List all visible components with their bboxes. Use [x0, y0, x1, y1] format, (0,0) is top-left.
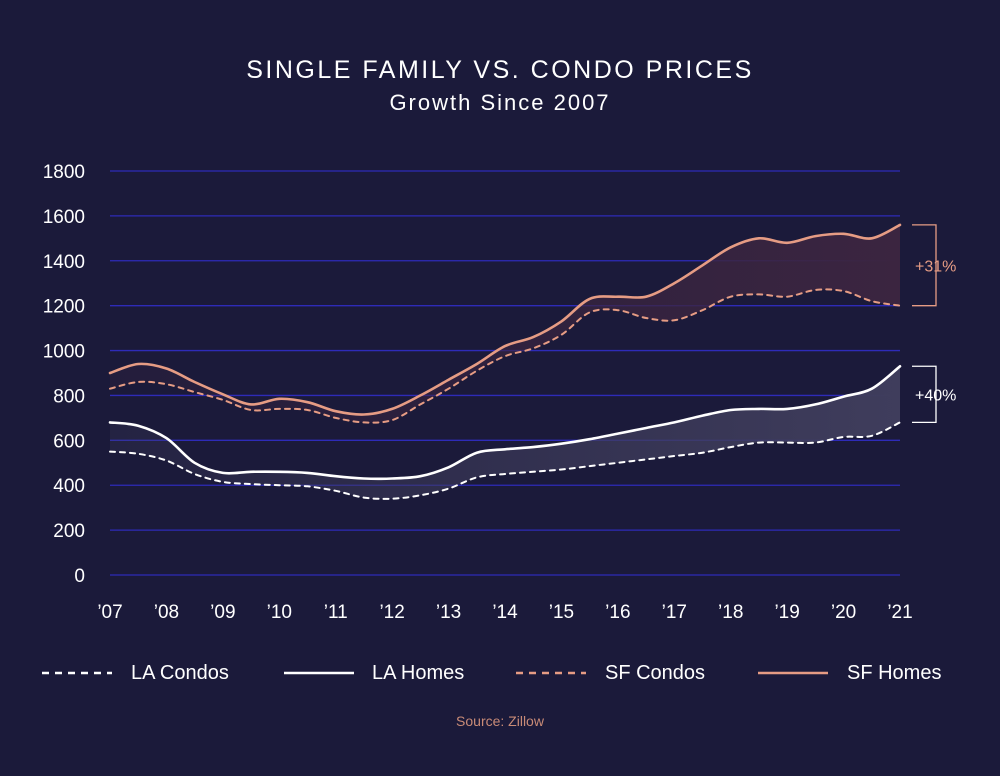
series-line-la-condos	[109, 421, 901, 500]
legend-label-sf-homes: SF Homes	[847, 662, 941, 684]
gridlines	[110, 170, 900, 576]
x-tick-2021: ’21	[887, 602, 912, 623]
legend-label-la-homes: LA Homes	[372, 662, 464, 684]
la-gap-label: +40%	[915, 387, 956, 404]
legend: LA Condos LA Homes SF Condos SF Homes	[42, 662, 941, 684]
source-note: Source: Zillow	[456, 713, 545, 729]
y-tick-0: 0	[74, 566, 85, 587]
x-tick-2013: ’13	[436, 602, 461, 623]
series-lines	[108, 223, 902, 500]
x-axis-ticks: ’07 ’08 ’09 ’10 ’11 ’12 ’13 ’14 ’15 ’16 ’17 ’18 ’19 ’…	[97, 602, 912, 623]
y-tick-800: 800	[53, 386, 85, 407]
y-tick-600: 600	[53, 431, 85, 452]
x-tick-2015: ’15	[549, 602, 574, 623]
la-gap-bracket	[912, 365, 937, 424]
la-gap-area	[110, 366, 900, 499]
x-tick-2007: ’07	[97, 602, 122, 623]
y-tick-1800: 1800	[43, 162, 85, 183]
sf-gap-bracket	[912, 224, 937, 307]
y-tick-1600: 1600	[43, 207, 85, 228]
x-tick-2010: ’10	[267, 602, 292, 623]
x-tick-2018: ’18	[718, 602, 743, 623]
annotations: +31% +40%	[912, 224, 956, 424]
x-tick-2014: ’14	[492, 602, 518, 623]
x-tick-2017: ’17	[662, 602, 687, 623]
legend-label-sf-condos: SF Condos	[605, 662, 705, 684]
chart-subtitle: Growth Since 2007	[389, 90, 610, 115]
y-tick-1000: 1000	[43, 342, 85, 363]
y-tick-400: 400	[53, 476, 85, 497]
y-tick-1200: 1200	[43, 297, 85, 318]
sf-gap-area	[110, 224, 900, 423]
x-tick-2012: ’12	[379, 602, 404, 623]
series-line-la-homes	[108, 365, 902, 481]
legend-label-la-condos: LA Condos	[131, 662, 229, 684]
x-tick-2009: ’09	[210, 602, 235, 623]
x-tick-2019: ’19	[774, 602, 799, 623]
series-line-sf-homes	[108, 223, 902, 416]
y-axis-ticks: 0 200 400 600 800 1000 1200 1400 1600 1800	[43, 162, 85, 587]
gap-fills	[110, 224, 900, 499]
sf-gap-label: +31%	[915, 258, 956, 275]
x-tick-2008: ’08	[154, 602, 179, 623]
x-tick-2020: ’20	[831, 602, 856, 623]
y-tick-1400: 1400	[43, 252, 85, 273]
y-tick-200: 200	[53, 521, 85, 542]
chart-title: SINGLE FAMILY VS. CONDO PRICES	[246, 56, 754, 84]
x-tick-2016: ’16	[605, 602, 630, 623]
series-line-sf-condos	[109, 288, 901, 424]
x-tick-2011: ’11	[324, 602, 348, 623]
